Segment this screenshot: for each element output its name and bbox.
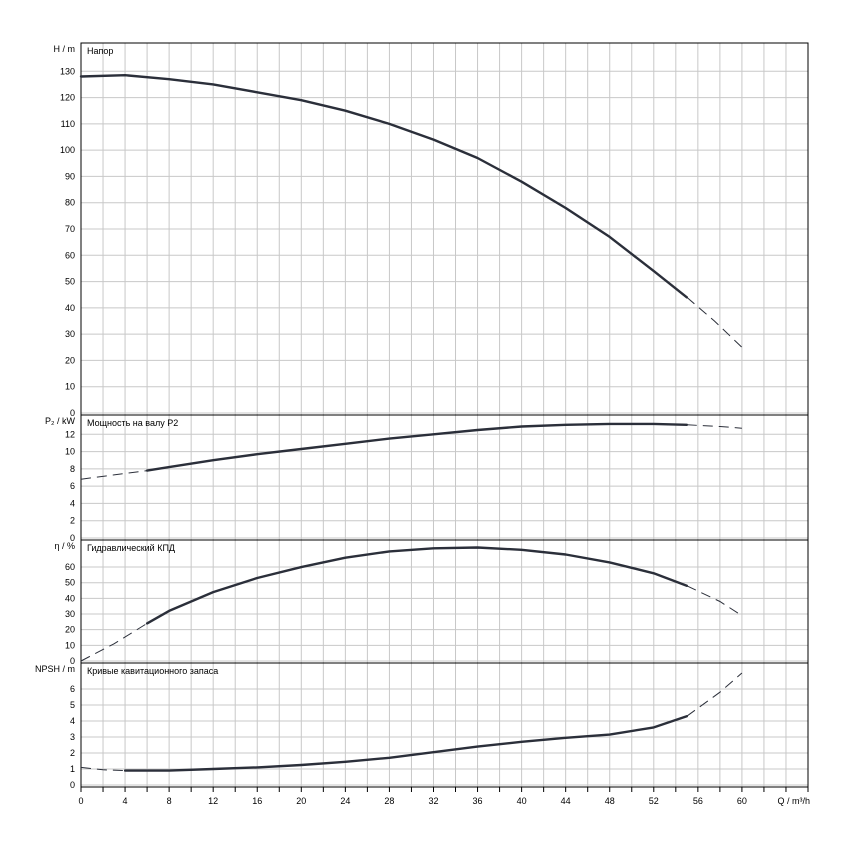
y-tick-label: 30 bbox=[65, 329, 75, 339]
y-tick-label: 60 bbox=[65, 562, 75, 572]
y-tick-label: 50 bbox=[65, 277, 75, 287]
curve-dashed-segment bbox=[686, 672, 743, 717]
panel-frame bbox=[80, 662, 809, 788]
y-tick-label: 6 bbox=[70, 684, 75, 694]
x-tick-label: 24 bbox=[340, 796, 350, 806]
x-tick-label: 32 bbox=[428, 796, 438, 806]
x-tick-label: 56 bbox=[693, 796, 703, 806]
curve-dashed-segment bbox=[80, 622, 148, 662]
x-tick-label: 40 bbox=[517, 796, 527, 806]
y-tick-label: 12 bbox=[65, 429, 75, 439]
y-tick-label: 10 bbox=[65, 640, 75, 650]
y-tick-label: 40 bbox=[65, 303, 75, 313]
y-tick-label: 60 bbox=[65, 250, 75, 260]
x-tick-label: 20 bbox=[296, 796, 306, 806]
y-tick-label: 80 bbox=[65, 198, 75, 208]
curve-solid bbox=[79, 74, 688, 299]
y-tick-label: 2 bbox=[70, 748, 75, 758]
y-tick-label: 4 bbox=[70, 716, 75, 726]
x-tick-label: 16 bbox=[252, 796, 262, 806]
panel-title: Мощность на валу P2 bbox=[87, 418, 178, 428]
x-tick-label: 48 bbox=[605, 796, 615, 806]
x-tick-label: 60 bbox=[737, 796, 747, 806]
y-tick-label: 10 bbox=[65, 382, 75, 392]
y-axis-label: η / % bbox=[54, 541, 75, 551]
y-tick-label: 50 bbox=[65, 578, 75, 588]
y-tick-label: 0 bbox=[70, 780, 75, 790]
y-tick-label: 10 bbox=[65, 447, 75, 457]
curve-dashed-segment bbox=[80, 766, 126, 772]
y-tick-label: 70 bbox=[65, 224, 75, 234]
x-tick-label: 8 bbox=[167, 796, 172, 806]
y-tick-label: 5 bbox=[70, 700, 75, 710]
x-tick-label: 52 bbox=[649, 796, 659, 806]
curve-solid bbox=[145, 422, 688, 472]
y-tick-label: 8 bbox=[70, 464, 75, 474]
y-axis-label: NPSH / m bbox=[35, 664, 75, 674]
curve-solid bbox=[123, 715, 688, 772]
x-tick-label: 28 bbox=[384, 796, 394, 806]
y-tick-label: 20 bbox=[65, 625, 75, 635]
y-tick-label: 0 bbox=[70, 533, 75, 543]
x-tick-label: 4 bbox=[123, 796, 128, 806]
y-tick-label: 30 bbox=[65, 609, 75, 619]
y-tick-label: 120 bbox=[60, 93, 75, 103]
y-tick-label: 130 bbox=[60, 66, 75, 76]
curve-solid bbox=[145, 546, 688, 625]
curve-dashed-segment bbox=[686, 296, 743, 348]
y-tick-label: 0 bbox=[70, 656, 75, 666]
y-axis-label: P₂ / kW bbox=[45, 416, 75, 426]
y-tick-label: 3 bbox=[70, 732, 75, 742]
y-tick-label: 110 bbox=[61, 119, 75, 129]
y-tick-label: 90 bbox=[65, 171, 75, 181]
y-tick-label: 2 bbox=[70, 516, 75, 526]
y-tick-label: 100 bbox=[60, 145, 75, 155]
y-tick-label: 20 bbox=[65, 355, 75, 365]
curve-dashed-segment bbox=[80, 470, 148, 480]
panel-title: Кривые кавитационного запаса bbox=[87, 666, 218, 676]
y-tick-label: 6 bbox=[70, 481, 75, 491]
curve-dashed-segment bbox=[686, 585, 743, 617]
y-tick-label: 4 bbox=[70, 498, 75, 508]
x-axis-label: Q / m³/h bbox=[777, 796, 810, 806]
y-axis-label: H / m bbox=[54, 44, 76, 54]
x-tick-label: 36 bbox=[473, 796, 483, 806]
x-tick-label: 44 bbox=[561, 796, 571, 806]
y-tick-label: 0 bbox=[70, 408, 75, 418]
y-tick-label: 40 bbox=[65, 593, 75, 603]
curve-dashed-segment bbox=[686, 424, 742, 429]
x-tick-label: 12 bbox=[208, 796, 218, 806]
panel-title: Гидравлический КПД bbox=[87, 543, 175, 553]
x-tick-label: 0 bbox=[78, 796, 83, 806]
y-tick-label: 1 bbox=[70, 764, 75, 774]
panel-title: Напор bbox=[87, 46, 113, 56]
